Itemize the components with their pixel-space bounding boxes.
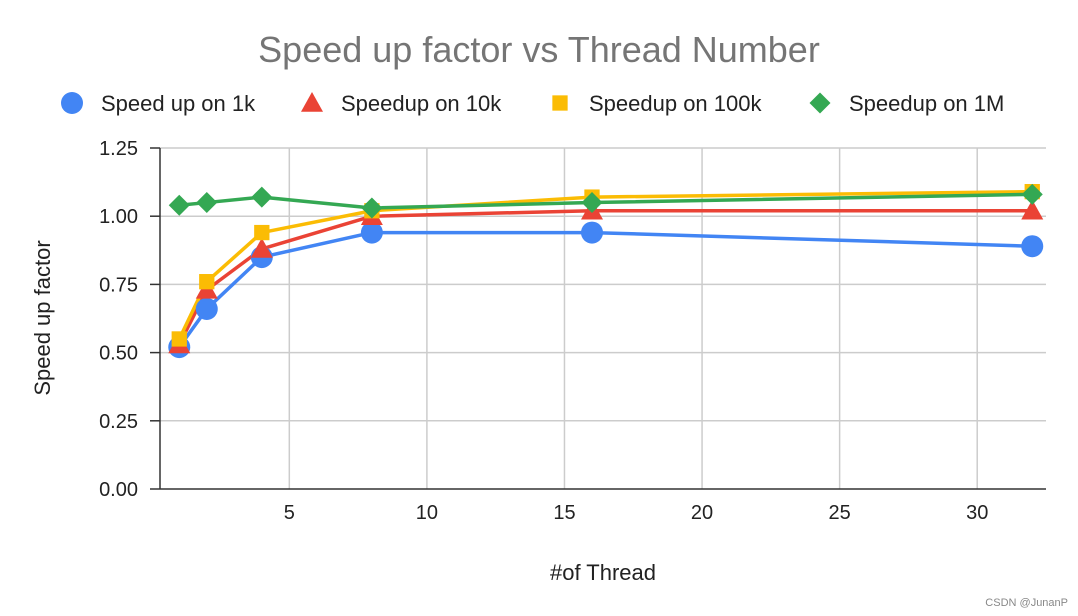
- y-tick-label: 0.75: [99, 274, 138, 296]
- grid: [160, 147, 1046, 489]
- legend-label-1: Speed up on 1k: [101, 91, 256, 116]
- y-axis-title: Speed up factor: [30, 240, 55, 395]
- legend-label-4: Speedup on 1M: [849, 91, 1004, 116]
- data-point-series-1: [360, 221, 383, 244]
- x-tick-label: 15: [553, 502, 575, 524]
- x-tick-label: 5: [284, 502, 295, 524]
- y-tick-label: 0.25: [99, 411, 138, 433]
- series-lines: [177, 189, 1033, 349]
- y-tick-label: 0.00: [99, 479, 138, 501]
- data-point-series-4: [196, 192, 218, 214]
- legend-marker-3: [552, 95, 568, 111]
- data-point-series-4: [251, 186, 273, 208]
- legend-marker-1: [61, 92, 83, 114]
- data-point-series-2: [250, 237, 273, 258]
- legend-marker-2: [301, 92, 323, 112]
- legend-marker-4: [809, 92, 831, 114]
- x-tick-label: 25: [829, 502, 851, 524]
- data-point-series-1: [195, 297, 218, 320]
- y-tick-label: 0.50: [99, 343, 138, 365]
- legend-label-3: Speedup on 100k: [589, 91, 762, 116]
- data-point-series-3: [171, 331, 187, 347]
- legend-label-2: Speedup on 10k: [341, 91, 502, 116]
- series-line-1: [177, 230, 1033, 349]
- data-point-series-2: [1021, 199, 1044, 220]
- y-tick-label: 1.00: [99, 206, 138, 228]
- x-axis-title: #of Thread: [550, 560, 656, 585]
- axes: 0.00 0.25 0.50 0.75 1.00 1.25 5 10 15 20 25 30: [99, 138, 1046, 524]
- watermark: CSDN @JunanP: [985, 597, 1068, 609]
- series-markers: [168, 183, 1044, 359]
- data-point-series-4: [168, 194, 190, 216]
- y-tick-label: 1.25: [99, 138, 138, 160]
- x-tick-label: 20: [691, 502, 713, 524]
- series-line-2: [177, 208, 1033, 346]
- chart-title: Speed up factor vs Thread Number: [258, 29, 820, 70]
- data-point-series-3: [254, 224, 270, 241]
- data-point-series-4: [1021, 183, 1043, 205]
- series-line-3: [177, 189, 1033, 340]
- data-point-series-4: [581, 192, 603, 214]
- data-point-series-1: [580, 221, 603, 244]
- data-point-series-3: [199, 274, 215, 290]
- x-tick-label: 10: [416, 502, 438, 524]
- data-point-series-4: [361, 197, 383, 219]
- legend: Speed up on 1k Speedup on 10k Speedup on 1…: [61, 91, 1004, 116]
- data-point-series-1: [1021, 235, 1044, 258]
- x-tick-label: 30: [966, 502, 988, 524]
